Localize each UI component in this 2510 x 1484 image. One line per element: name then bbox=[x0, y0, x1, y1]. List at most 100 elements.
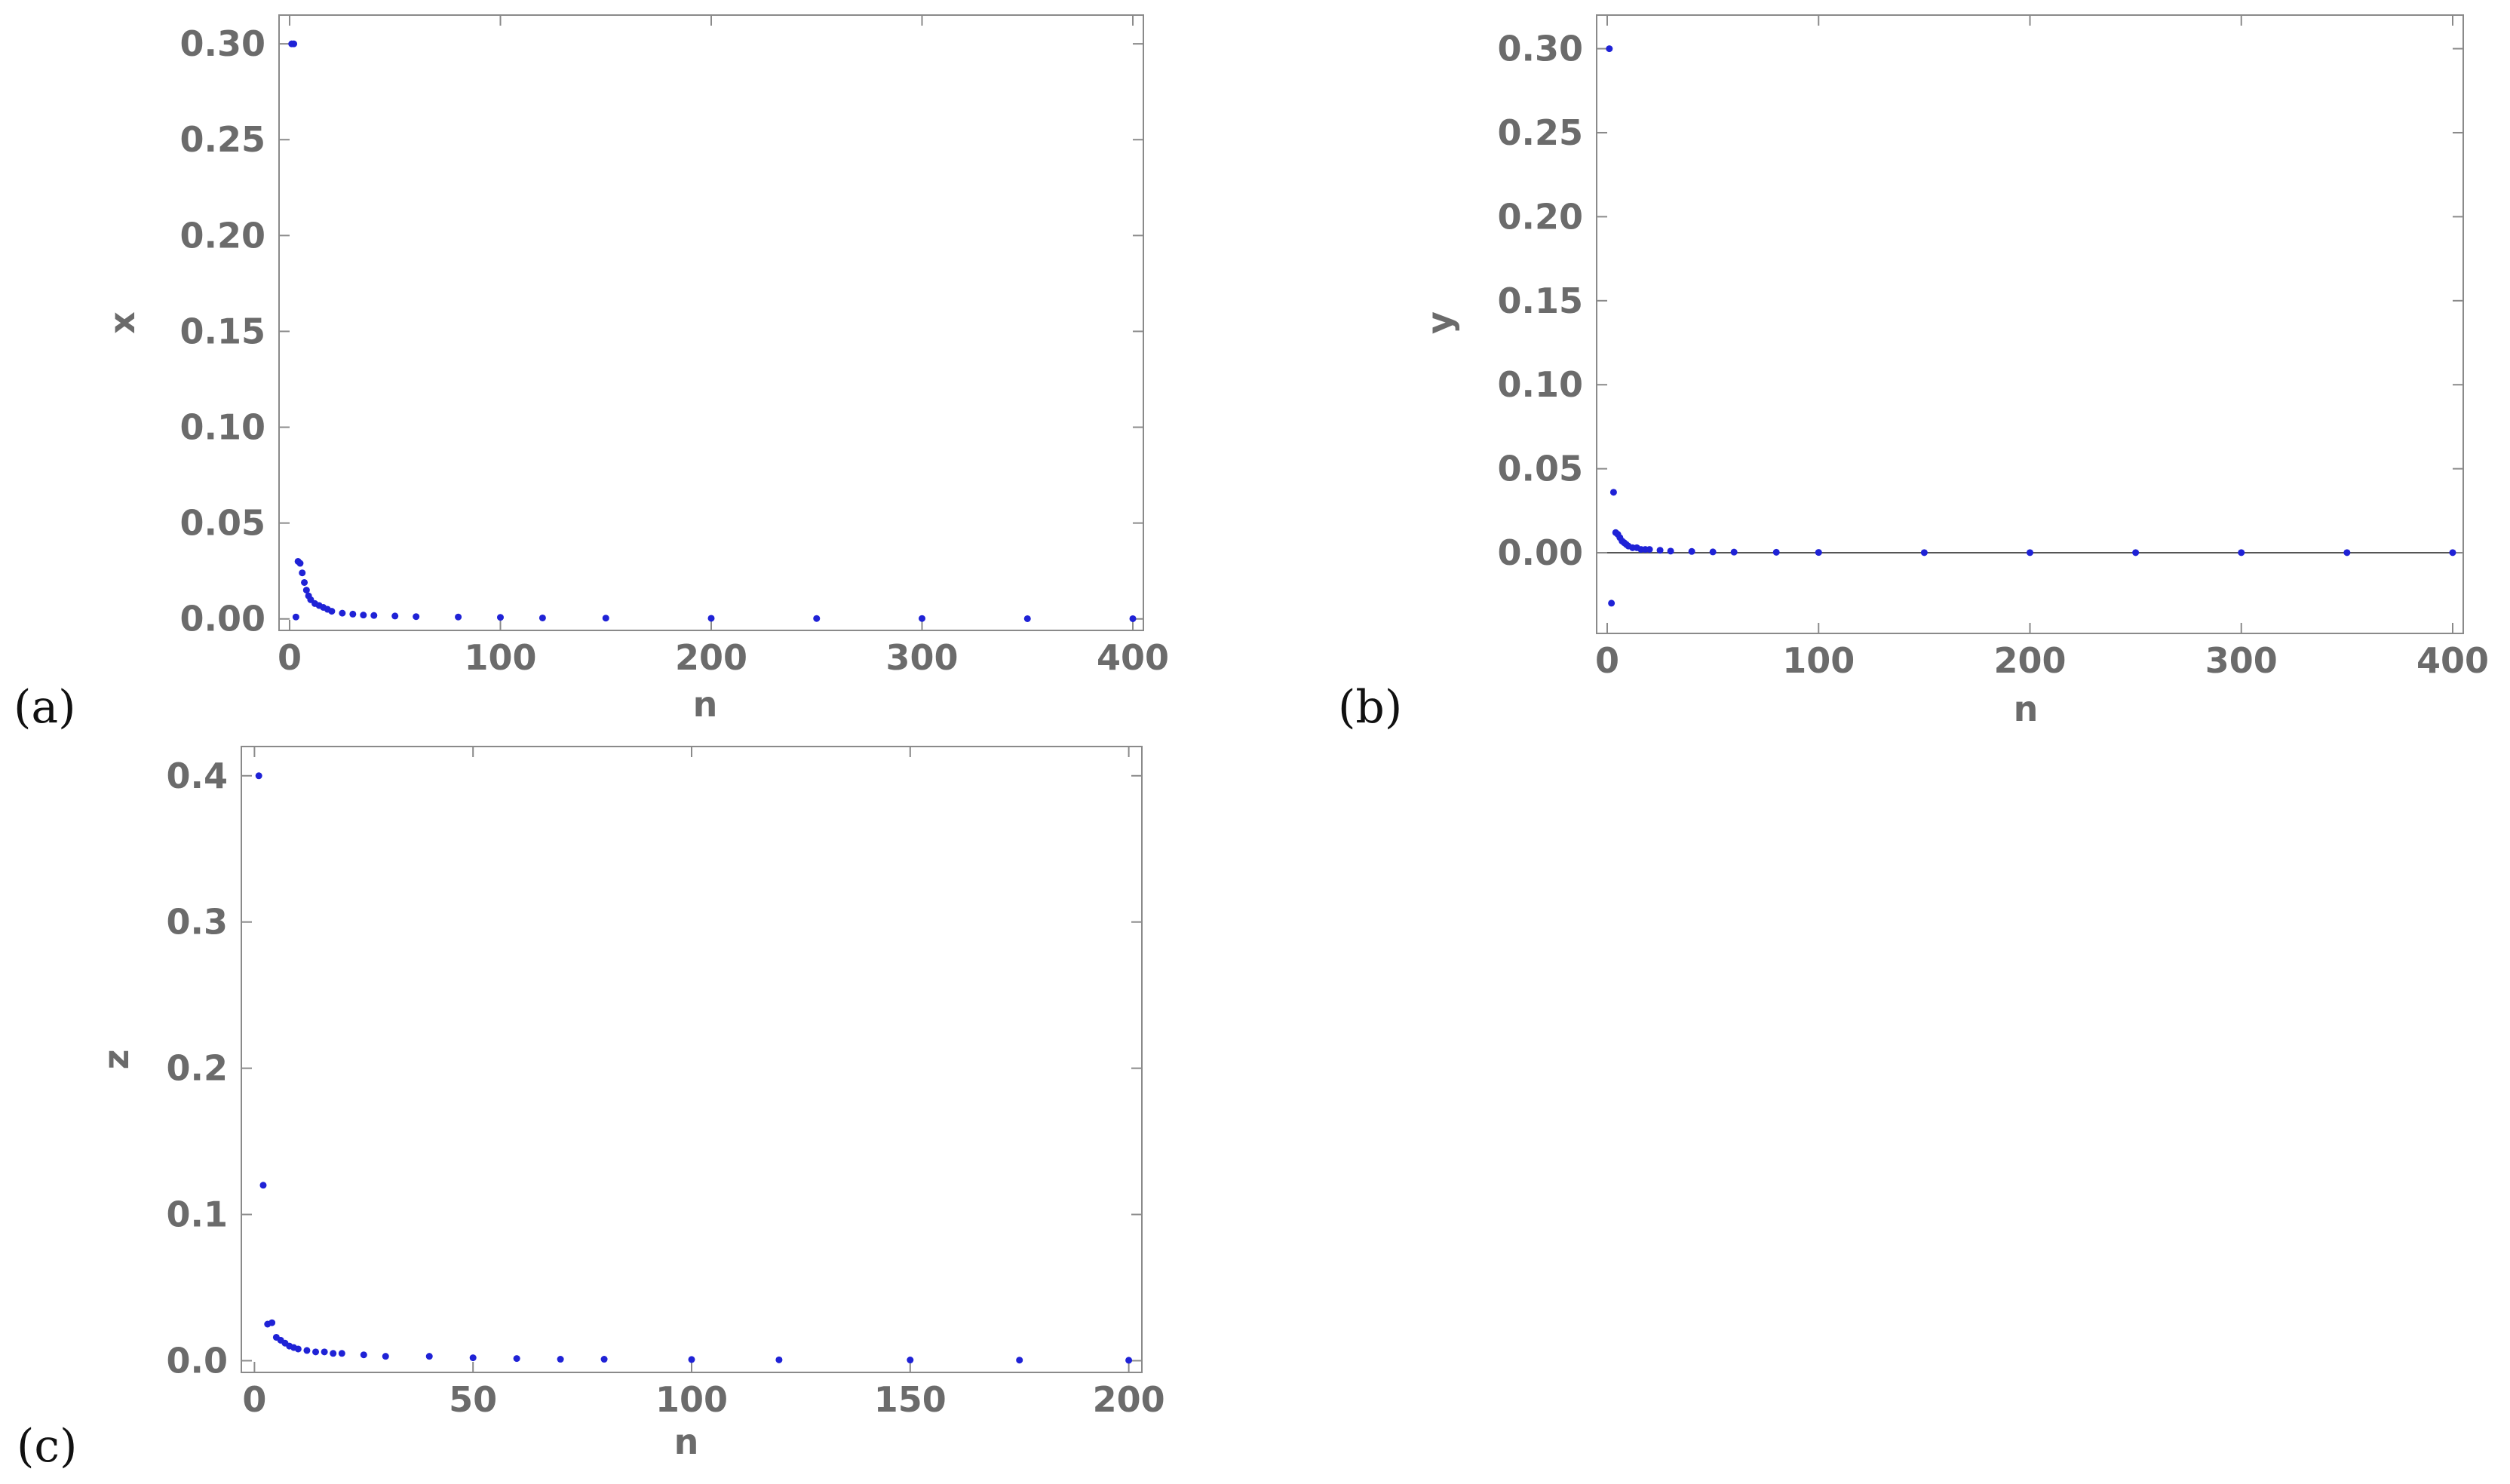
chart-1-data-point bbox=[1646, 546, 1653, 553]
chart-0-y-tick-label: 0.25 bbox=[180, 119, 266, 160]
chart-2-frame bbox=[241, 746, 1143, 1373]
chart-0-data-point bbox=[455, 613, 462, 621]
chart-0-data-point bbox=[360, 612, 367, 619]
chart-0-panel-label: (a) bbox=[14, 681, 76, 734]
chart-2-data-point bbox=[330, 1350, 337, 1357]
chart-1-y-tick-label: 0.15 bbox=[1498, 281, 1584, 321]
chart-2-data-point bbox=[775, 1356, 783, 1363]
chart-0-x-tick-label: 200 bbox=[675, 637, 747, 678]
chart-2-data-point bbox=[907, 1357, 914, 1364]
chart-0-y-tick-label: 0.00 bbox=[180, 599, 266, 639]
chart-0-data-point bbox=[707, 615, 715, 622]
chart-0-y-tick-label: 0.20 bbox=[180, 215, 266, 256]
chart-0-y-tick-label: 0.30 bbox=[180, 23, 266, 64]
chart-0-data-point bbox=[919, 615, 926, 622]
chart-2-y-tick-label: 0.2 bbox=[167, 1048, 229, 1089]
chart-2-data-point bbox=[600, 1356, 608, 1363]
chart-0-data-point bbox=[1023, 615, 1031, 622]
chart-2-data-point bbox=[1016, 1357, 1023, 1364]
chart-0-x-tick-label: 0 bbox=[278, 637, 302, 678]
chart-1-x-tick-label: 400 bbox=[2416, 640, 2489, 681]
chart-1-data-point bbox=[1815, 549, 1822, 556]
chart-1-y-tick-label: 0.20 bbox=[1498, 196, 1584, 237]
panel-c: 0 50 100 150 200 0.0 0.1 0.2 0.3 0.4 n z (c) bbox=[17, 746, 1165, 1473]
chart-1-data-point bbox=[1656, 547, 1664, 554]
chart-1-data-point bbox=[1920, 549, 1928, 556]
chart-2-y-tick-label: 0.3 bbox=[167, 902, 229, 943]
chart-1-y-axis-title: y bbox=[1419, 311, 1460, 334]
chart-1-x-tick-label: 200 bbox=[1993, 640, 2066, 681]
chart-0-y-axis-title: x bbox=[102, 311, 143, 334]
chart-0-data-point bbox=[328, 608, 336, 615]
chart-1-data-point bbox=[2238, 549, 2245, 556]
chart-1-data-point bbox=[1609, 489, 1617, 496]
chart-1-x-tick-label: 300 bbox=[2205, 640, 2278, 681]
chart-2-data-point bbox=[268, 1319, 276, 1326]
chart-1-data-point bbox=[2449, 549, 2456, 556]
chart-0-data-point bbox=[813, 615, 821, 622]
chart-2-data-point bbox=[294, 1345, 302, 1353]
chart-1-data-point bbox=[2343, 549, 2351, 556]
chart-2-data-point bbox=[259, 1182, 267, 1189]
chart-0-data-point bbox=[496, 614, 504, 621]
chart-2-x-tick-label: 0 bbox=[242, 1379, 266, 1420]
chart-0-y-tick-label: 0.10 bbox=[180, 407, 266, 448]
chart-0-data-point bbox=[413, 613, 420, 621]
chart-1-frame bbox=[1596, 14, 2464, 634]
chart-1-data-point bbox=[1709, 548, 1717, 556]
chart-2-data-point bbox=[513, 1355, 520, 1363]
chart-1-data-point bbox=[2027, 549, 2033, 556]
chart-1-data-point bbox=[1688, 547, 1695, 555]
chart-2-y-axis-title: z bbox=[96, 1050, 137, 1070]
chart-2-panel-label: (c) bbox=[17, 1420, 77, 1473]
chart-2-x-tick-label: 50 bbox=[449, 1379, 497, 1420]
chart-0-x-tick-label: 100 bbox=[464, 637, 536, 678]
chart-1-panel-label: (b) bbox=[1338, 681, 1402, 734]
chart-1-y-tick-label: 0.10 bbox=[1498, 364, 1584, 405]
chart-2-data-point bbox=[1125, 1357, 1133, 1364]
chart-1-x-tick-label: 0 bbox=[1595, 640, 1619, 681]
chart-2-data-point bbox=[382, 1353, 389, 1360]
chart-0-x-tick-label: 300 bbox=[885, 637, 958, 678]
chart-2-x-tick-label: 150 bbox=[874, 1379, 947, 1420]
chart-0-frame bbox=[278, 14, 1144, 631]
chart-2-y-tick-label: 0.1 bbox=[167, 1194, 229, 1235]
panel-a: 0 100 200 300 400 0.00 0.05 0.10 0.15 0.20 0.25 0.3… bbox=[14, 14, 1169, 734]
chart-1-y-tick-label: 0.30 bbox=[1498, 29, 1584, 69]
panel-b: 0 100 200 300 400 0.00 0.05 0.10 0.15 0.20 0.25 0.3… bbox=[1338, 14, 2489, 734]
chart-2-data-point bbox=[425, 1353, 433, 1360]
chart-2-data-point bbox=[688, 1356, 695, 1363]
chart-0-y-tick-label: 0.15 bbox=[180, 311, 266, 351]
chart-2-data-point bbox=[312, 1348, 320, 1356]
chart-2-x-tick-label: 100 bbox=[655, 1379, 728, 1420]
chart-0-data-point bbox=[349, 610, 357, 618]
chart-1-data-point bbox=[1667, 547, 1674, 555]
chart-2-y-tick-label: 0.0 bbox=[167, 1340, 229, 1381]
chart-0-y-tick-label: 0.05 bbox=[180, 503, 266, 544]
chart-0-data-point bbox=[539, 614, 546, 621]
chart-2-x-tick-label: 200 bbox=[1093, 1379, 1165, 1420]
chart-0-data-point bbox=[299, 569, 306, 577]
chart-0-data-point bbox=[391, 612, 399, 620]
chart-2-data-point bbox=[255, 772, 262, 780]
chart-0-data-point bbox=[296, 560, 304, 567]
chart-1-y-tick-label: 0.00 bbox=[1498, 532, 1584, 573]
chart-2-data-point bbox=[557, 1356, 564, 1363]
chart-0-x-axis-title: n bbox=[693, 684, 718, 725]
chart-0-data-point bbox=[339, 609, 346, 617]
chart-2-data-point bbox=[321, 1348, 328, 1356]
chart-1-data-point bbox=[2132, 549, 2140, 556]
chart-1-y-tick-label: 0.05 bbox=[1498, 449, 1584, 489]
chart-0-data-point bbox=[292, 613, 299, 621]
chart-1-x-axis-title: n bbox=[2014, 688, 2039, 729]
chart-1-y-tick-label: 0.25 bbox=[1498, 112, 1584, 153]
chart-0-data-point bbox=[302, 587, 310, 594]
chart-0-data-point bbox=[1129, 615, 1137, 622]
chart-2-data-point bbox=[338, 1350, 345, 1357]
chart-2-data-point bbox=[303, 1347, 311, 1354]
chart-0-data-point bbox=[290, 40, 298, 48]
chart-0-data-point bbox=[370, 612, 378, 619]
chart-2-y-tick-label: 0.4 bbox=[167, 756, 229, 796]
chart-2-data-point bbox=[360, 1351, 367, 1359]
